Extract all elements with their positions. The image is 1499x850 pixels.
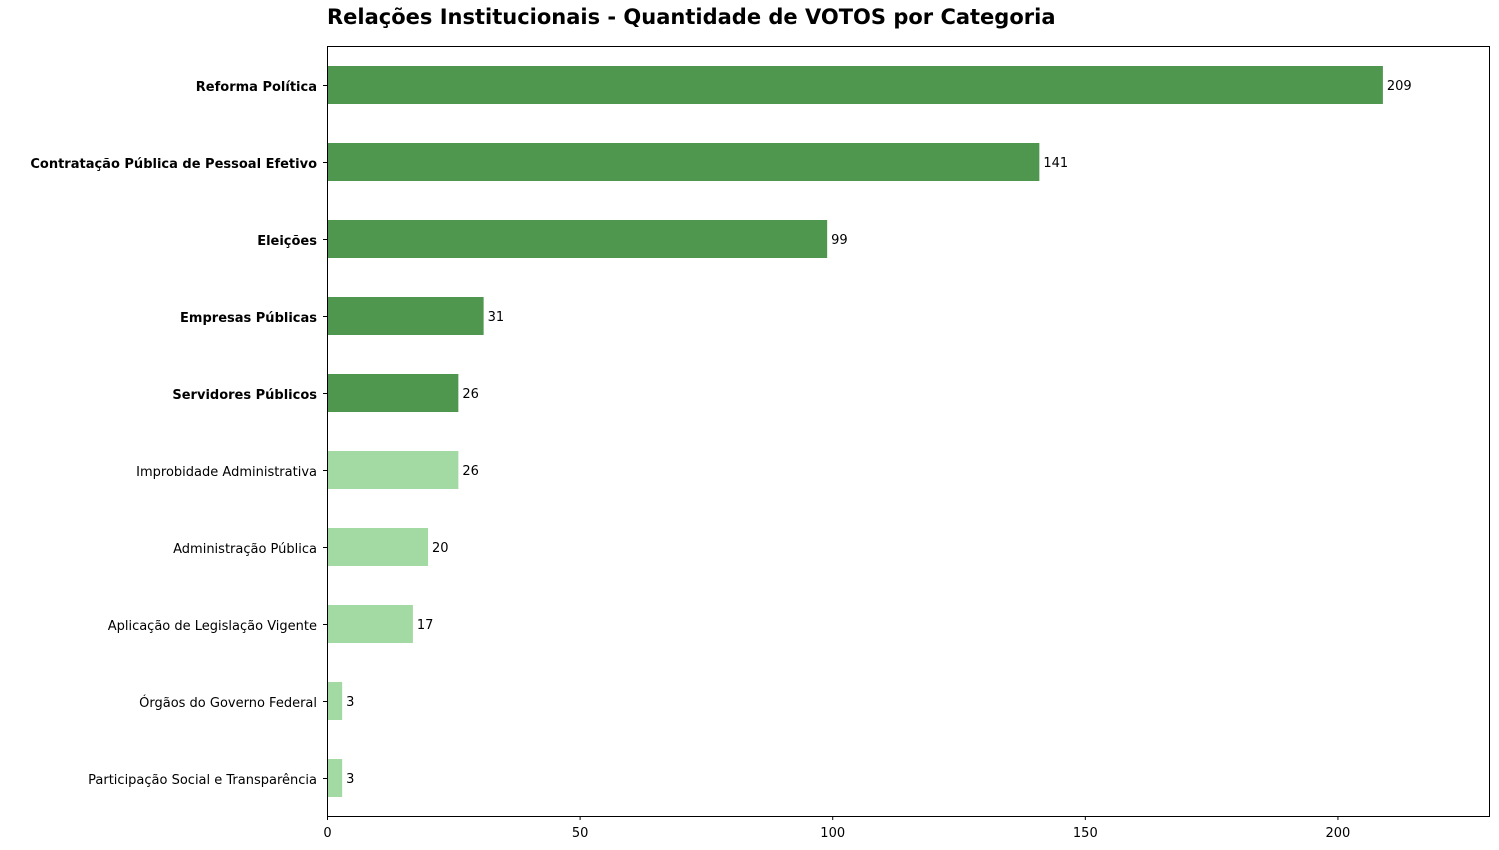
bars-layer (327, 66, 1383, 797)
y-tick-label: Aplicação de Legislação Vigente (108, 619, 317, 634)
x-tick-label: 100 (820, 826, 845, 841)
bar-value-label: 99 (831, 233, 848, 248)
bar (327, 374, 459, 412)
bar (327, 451, 459, 489)
plot-frame (327, 46, 1490, 817)
bar (327, 759, 343, 797)
bar-value-label: 3 (346, 772, 354, 787)
bar (327, 143, 1040, 181)
bar-value-label: 20 (432, 541, 449, 556)
y-tick-label: Administração Pública (173, 542, 317, 557)
y-tick-label: Órgãos do Governo Federal (139, 695, 317, 711)
x-tick-label: 50 (572, 826, 589, 841)
bar (327, 528, 429, 566)
x-tick-label: 0 (323, 826, 331, 841)
ticks-layer: 0 50 100 150 200 (323, 85, 1351, 841)
bar (327, 297, 484, 335)
bar-value-label: 141 (1043, 156, 1068, 171)
bar-value-label: 31 (488, 310, 505, 325)
y-tick-label: Participação Social e Transparência (88, 773, 317, 788)
bar-value-label: 17 (417, 618, 434, 633)
y-tick-label: Eleições (257, 234, 317, 249)
x-tick-label: 150 (1073, 826, 1098, 841)
bar-value-label: 3 (346, 695, 354, 710)
bar (327, 682, 343, 720)
bar (327, 605, 413, 643)
bar (327, 66, 1383, 104)
bar-value-label: 26 (462, 464, 479, 479)
bar-value-label: 209 (1387, 79, 1412, 94)
labels-layer: 209 Reforma Política 141 Contratação Públic… (30, 79, 1411, 788)
y-tick-label: Reforma Política (196, 80, 317, 95)
y-tick-label: Servidores Públicos (172, 388, 317, 403)
y-tick-label: Empresas Públicas (180, 311, 317, 326)
bar (327, 220, 828, 258)
bar-value-label: 26 (462, 387, 479, 402)
x-tick-label: 200 (1326, 826, 1351, 841)
y-tick-label: Improbidade Administrativa (136, 465, 317, 480)
y-tick-label: Contratação Pública de Pessoal Efetivo (30, 157, 317, 172)
chart-title: Relações Institucionais - Quantidade de … (327, 5, 1056, 29)
